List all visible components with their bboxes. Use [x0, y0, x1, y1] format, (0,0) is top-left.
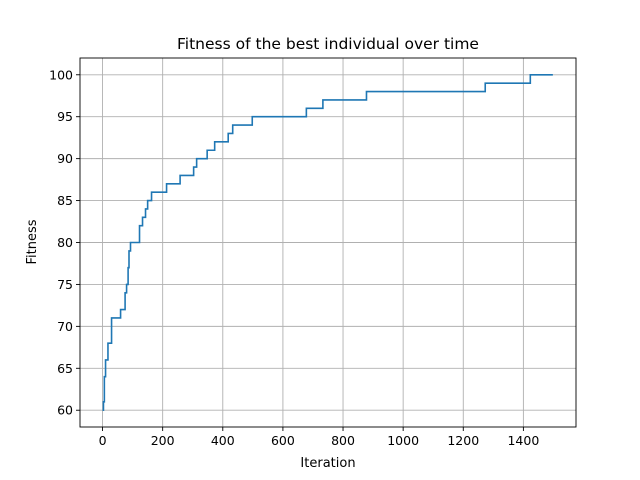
grid: [80, 58, 576, 427]
series-line: [102, 73, 553, 412]
y-tick-label: 85: [57, 193, 73, 208]
y-tick-label: 65: [57, 361, 73, 376]
series-layer: [102, 73, 553, 412]
y-axis: 60 65 70 75 80 85 90 95 100: [49, 67, 80, 418]
y-tick-label: 70: [57, 319, 73, 334]
y-tick-label: 100: [49, 67, 73, 82]
x-tick-label: 1400: [507, 433, 539, 448]
y-axis-label: Fitness: [25, 219, 40, 264]
x-tick-label: 400: [211, 433, 235, 448]
y-tick-label: 90: [57, 151, 73, 166]
x-tick-label: 600: [271, 433, 295, 448]
y-tick-label: 80: [57, 235, 73, 250]
x-tick-label: 1000: [387, 433, 419, 448]
y-tick-label: 75: [57, 277, 73, 292]
x-axis-label: Iteration: [300, 456, 355, 471]
chart-title: Fitness of the best individual over time: [177, 35, 479, 53]
x-tick-label: 200: [151, 433, 175, 448]
y-tick-label: 95: [57, 109, 73, 124]
x-tick-label: 0: [99, 433, 107, 448]
x-axis: 0 200 400 600 800 1000 1200 1400: [99, 427, 539, 448]
x-tick-label: 800: [331, 433, 355, 448]
y-tick-label: 60: [57, 403, 73, 418]
x-tick-label: 1200: [447, 433, 479, 448]
